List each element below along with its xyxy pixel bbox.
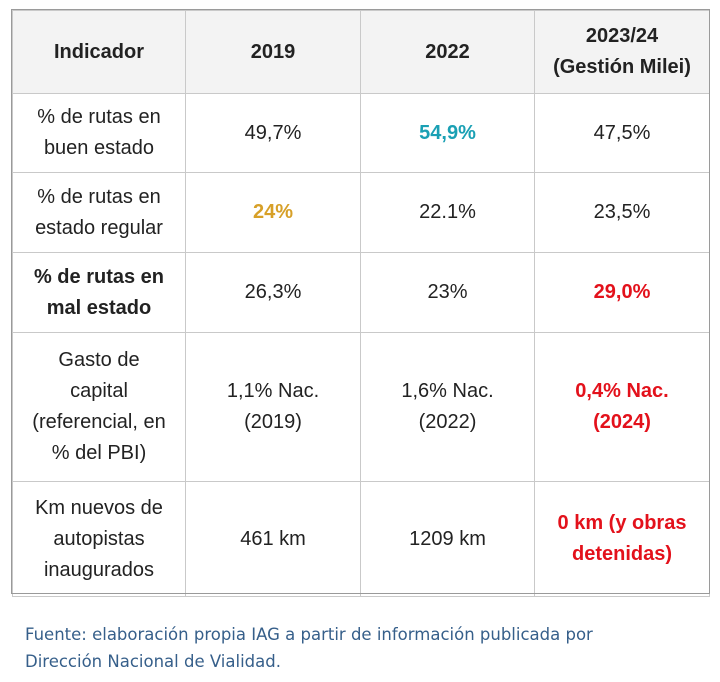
road-indicators-table: Indicador 2019 2022 2023/24 (Gestión Mil…	[12, 10, 710, 597]
source-line-2: Dirección Nacional de Vialidad.	[25, 652, 281, 671]
header-2023-24-note: (Gestión Milei)	[553, 56, 691, 78]
indicator-cell: % de rutas en mal estado	[12, 252, 186, 333]
table-row: % de rutas en buen estado 49,7% 54,9% 47…	[12, 93, 710, 173]
value-2022-cell: 22.1%	[360, 172, 535, 253]
value-2022-cell: 1209 km	[360, 481, 535, 597]
value-2022-cell: 1,6% Nac. (2022)	[360, 332, 535, 482]
indicator-cell: Gasto de capital (referencial, en % del …	[12, 332, 186, 482]
value-2019-cell: 24%	[185, 172, 361, 253]
value-2019-cell: 461 km	[185, 481, 361, 597]
indicator-cell: % de rutas en buen estado	[12, 93, 186, 173]
table-row: % de rutas en estado regular 24% 22.1% 2…	[12, 172, 710, 253]
table-row: Km nuevos de autopistas inaugurados 461 …	[12, 481, 710, 597]
road-indicators-table-wrapper: Indicador 2019 2022 2023/24 (Gestión Mil…	[12, 10, 710, 597]
value-2022-cell: 54,9%	[360, 93, 535, 173]
value-2024-cell: 29,0%	[534, 252, 710, 333]
header-2019: 2019	[185, 10, 361, 94]
table-row: Gasto de capital (referencial, en % del …	[12, 332, 710, 482]
header-indicador: Indicador	[12, 10, 186, 94]
indicator-cell: Km nuevos de autopistas inaugurados	[12, 481, 186, 597]
source-footnote: Fuente: elaboración propia IAG a partir …	[25, 621, 705, 675]
value-2019-cell: 26,3%	[185, 252, 361, 333]
header-2023-24-year: 2023/24	[585, 25, 659, 47]
source-line-1: Fuente: elaboración propia IAG a partir …	[25, 625, 593, 644]
value-2024-cell: 0,4% Nac. (2024)	[534, 332, 710, 482]
value-2024-cell: 47,5%	[534, 93, 710, 173]
indicator-cell: % de rutas en estado regular	[12, 172, 186, 253]
value-2019-cell: 49,7%	[185, 93, 361, 173]
table-row: % de rutas en mal estado 26,3% 23% 29,0%	[12, 252, 710, 333]
value-2022-cell: 23%	[360, 252, 535, 333]
header-2022: 2022	[360, 10, 535, 94]
table-header-row: Indicador 2019 2022 2023/24 (Gestión Mil…	[12, 10, 710, 94]
value-2019-cell: 1,1% Nac. (2019)	[185, 332, 361, 482]
value-2024-cell: 23,5%	[534, 172, 710, 253]
value-2024-cell: 0 km (y obras detenidas)	[534, 481, 710, 597]
header-2023-24: 2023/24 (Gestión Milei)	[534, 10, 710, 94]
